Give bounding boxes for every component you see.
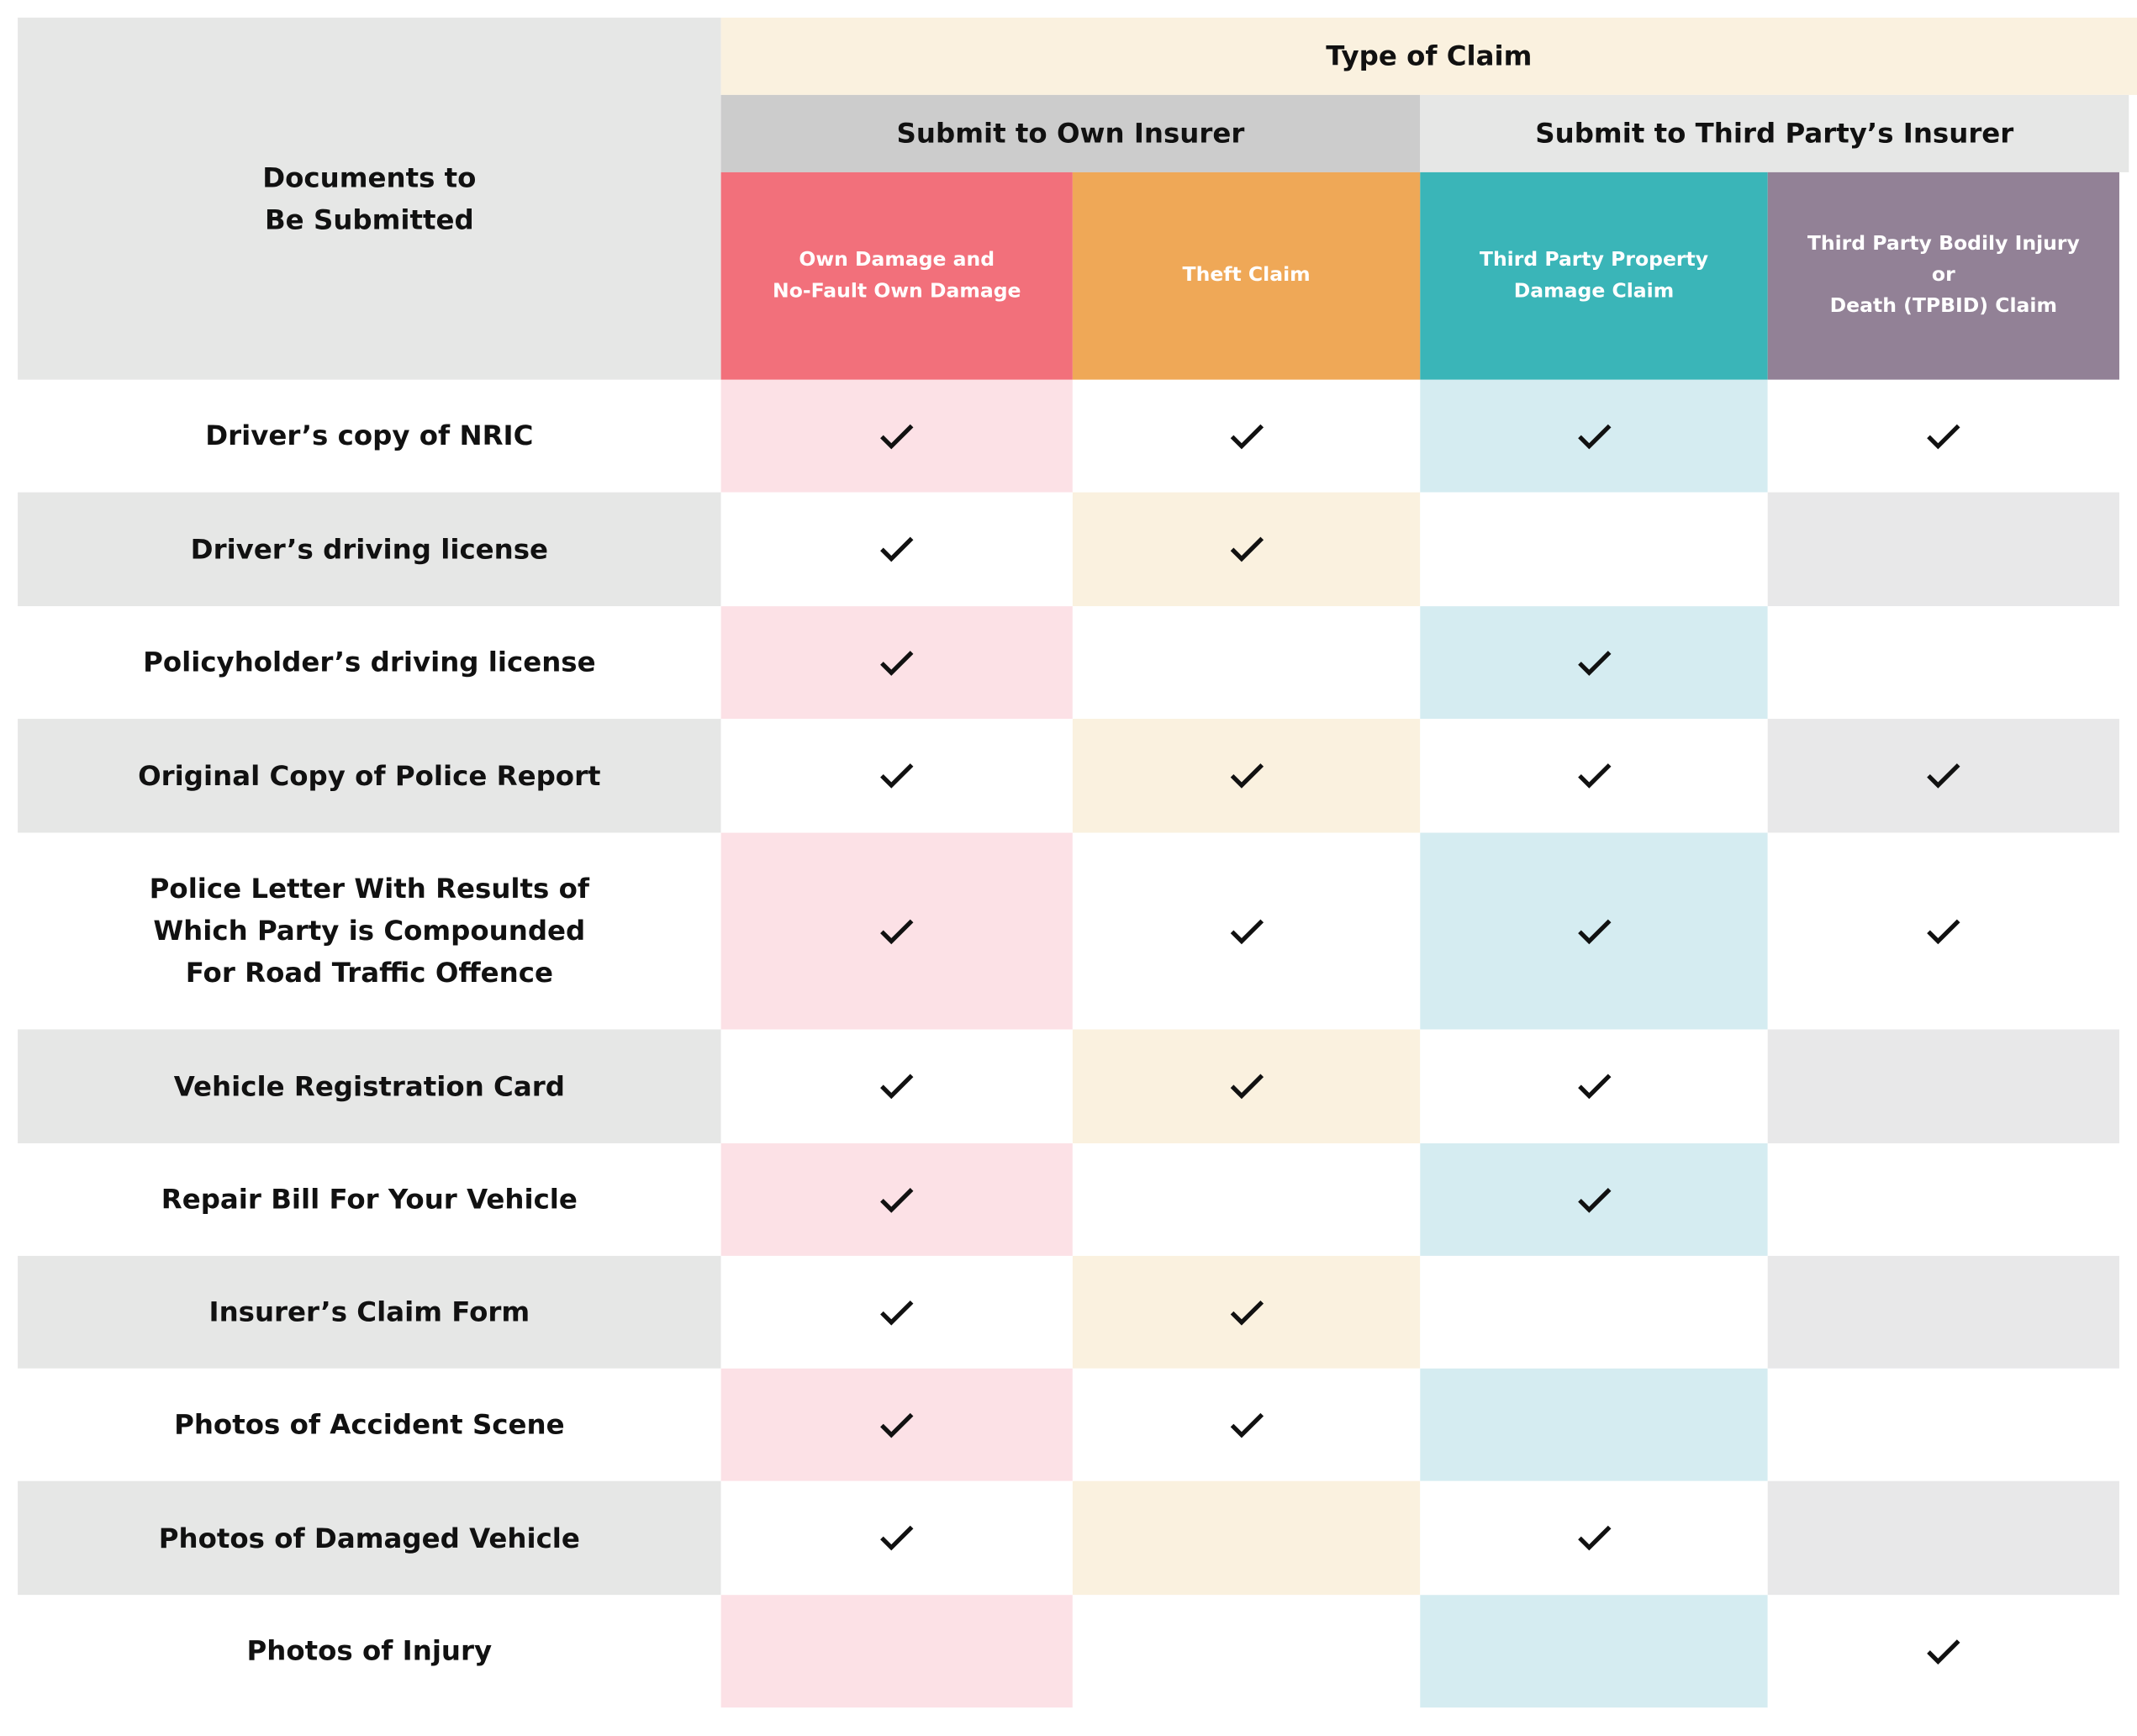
check-cell [720,606,1073,720]
checkmark [880,536,914,562]
check-cell [1420,1595,1768,1708]
checkmark [880,918,914,944]
checkmark [1927,763,1960,789]
check-cell [720,379,1073,493]
check-cell [1072,1480,1421,1596]
checkmark [1229,1074,1264,1100]
row-label: Police Letter With Results of Which Part… [18,832,721,1030]
check-cell [720,1595,1073,1708]
row-label: Insurer’s Claim Form [18,1255,721,1369]
check-cell [1420,379,1768,493]
checkmark [1577,650,1611,676]
checkmark [880,1412,914,1438]
checkmark [880,763,914,789]
check-cell [1420,1029,1768,1144]
checkmark [1577,918,1611,944]
checkmark [880,423,914,449]
check-cell [1420,1143,1768,1256]
check-cell [720,1143,1073,1256]
check-cell [1072,379,1421,493]
check-cell [720,1480,1073,1596]
check-cell [1072,606,1421,720]
row-label-header: Documents to Be Submitted [18,17,721,380]
row-label: Driver’s driving license [18,492,721,607]
check-cell [1072,1368,1421,1481]
checkmark [1577,423,1611,449]
group-header: Submit to Own Insurer [720,94,1421,172]
check-cell [1420,492,1768,607]
column-header: Own Damage and No-Fault Own Damage [720,171,1073,380]
check-cell [1767,832,2119,1030]
check-cell [1767,1480,2119,1596]
check-cell [1420,606,1768,720]
checkmark [1229,1300,1264,1325]
checkmark [880,1300,914,1325]
checkmark [1229,763,1264,789]
checkmark [1927,918,1960,944]
checkmark [880,650,914,676]
check-cell [720,1029,1073,1144]
check-cell [1767,719,2119,833]
check-cell [720,719,1073,833]
checkmark [1577,763,1611,789]
check-cell [1420,1255,1768,1369]
check-cell [1767,1255,2119,1369]
checkmark [1577,1074,1611,1100]
checkmark [1927,423,1960,449]
check-cell [1420,1480,1768,1596]
title: Type of Claim [720,17,2137,95]
check-cell [1420,719,1768,833]
check-cell [1072,1029,1421,1144]
row-label: Original Copy of Police Report [18,719,721,833]
check-cell [1767,1595,2119,1708]
checkmark [1229,918,1264,944]
check-cell [720,492,1073,607]
check-cell [1767,492,2119,607]
group-header: Submit to Third Party’s Insurer [1420,94,2129,172]
column-header: Third Party Bodily Injury or Death (TPBI… [1767,171,2119,380]
check-cell [720,1255,1073,1369]
column-header: Third Party Property Damage Claim [1420,171,1768,380]
row-label: Repair Bill For Your Vehicle [18,1143,721,1256]
checkmark [1927,1638,1960,1665]
checkmark [1577,1187,1611,1212]
check-cell [1072,1143,1421,1256]
checkmark [1229,536,1264,562]
check-cell [1072,832,1421,1030]
checkmark [880,1525,914,1551]
row-label: Policyholder’s driving license [18,606,721,720]
check-cell [1420,1368,1768,1481]
row-label: Driver’s copy of NRIC [18,379,721,493]
checkmark [1229,1412,1264,1438]
check-cell [1767,1029,2119,1144]
check-cell [1072,1595,1421,1708]
check-cell [1767,1368,2119,1481]
check-cell [720,1368,1073,1481]
check-cell [1767,606,2119,720]
check-cell [1072,1255,1421,1369]
check-cell [1072,492,1421,607]
row-label: Vehicle Registration Card [18,1029,721,1144]
checkmark [880,1074,914,1100]
check-cell [1767,379,2119,493]
check-cell [1072,719,1421,833]
check-cell [1420,832,1768,1030]
check-cell [1767,1143,2119,1256]
checkmark [1229,423,1264,449]
checkmark [880,1187,914,1212]
check-cell [720,832,1073,1030]
row-label: Photos of Injury [18,1595,721,1708]
checkmark [1577,1525,1611,1551]
row-label: Photos of Accident Scene [18,1368,721,1481]
column-header: Theft Claim [1072,171,1421,380]
row-label: Photos of Damaged Vehicle [18,1480,721,1596]
